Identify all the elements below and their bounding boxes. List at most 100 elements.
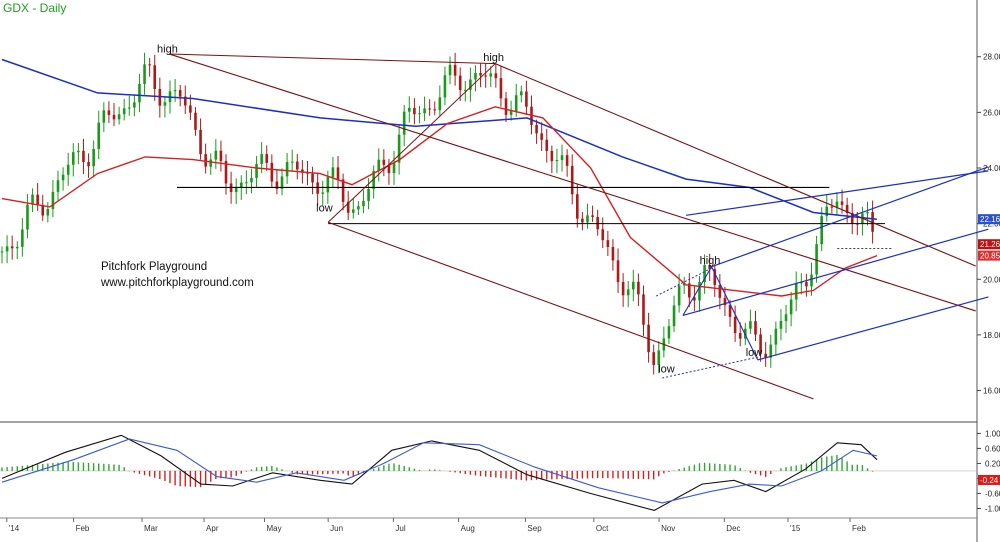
candle-body <box>153 65 157 90</box>
macd-signal-line <box>1 438 878 504</box>
candle-body <box>484 75 487 77</box>
candle-body <box>718 285 722 298</box>
time-tick-label: Jul <box>395 524 405 533</box>
candle-body <box>204 154 207 167</box>
candle-body <box>209 159 213 167</box>
candle-body <box>708 265 711 270</box>
candle-body <box>616 260 620 282</box>
pitchfork-2-handle <box>682 266 713 316</box>
candle-body <box>402 111 406 135</box>
candle-body <box>189 105 192 113</box>
fast-moving-average-line <box>1 106 878 297</box>
candle-body <box>489 73 493 77</box>
time-tick-label: Dec <box>726 524 740 533</box>
macd-tick-label: -0.60 <box>985 489 1000 498</box>
candle-body <box>428 108 431 110</box>
price-panel: high high low high low low <box>0 44 989 400</box>
price-badge-label: 20.85 <box>980 252 1000 261</box>
macd-tick-label: -1.00 <box>985 504 1000 513</box>
candle-body <box>321 192 325 194</box>
candle-body <box>392 162 396 174</box>
candle-body <box>21 229 24 247</box>
candle-body <box>794 283 798 300</box>
macd-line <box>1 434 878 511</box>
candle-body <box>698 282 701 301</box>
candle-body <box>479 72 482 76</box>
candle-body <box>163 102 167 106</box>
candle-body <box>805 282 808 287</box>
candle-body <box>494 73 498 79</box>
candle-body <box>331 167 335 178</box>
price-badge <box>978 239 1000 250</box>
candle-body <box>672 305 676 327</box>
candle-body <box>87 162 90 167</box>
candle-body <box>606 240 610 247</box>
candle-body <box>112 114 116 120</box>
candle-body <box>260 154 263 165</box>
candle-body <box>117 114 121 120</box>
candle-body <box>346 201 350 213</box>
macd-badge-label: -0.24 <box>980 476 999 485</box>
candle-body <box>77 150 80 153</box>
macd-panel <box>0 434 977 511</box>
time-tick-label: '15 <box>790 524 801 533</box>
candle-body <box>458 75 462 91</box>
candle-body <box>219 150 223 161</box>
candle-body <box>733 316 737 334</box>
candle-body <box>199 129 202 155</box>
price-badge <box>978 214 1000 225</box>
pivot-annotation: high <box>700 255 721 267</box>
pitchfork-2-dotted-upper <box>654 267 712 298</box>
candle-body <box>749 321 752 329</box>
candle-body <box>138 83 141 103</box>
candle-body <box>36 194 39 205</box>
candle-body <box>565 155 569 166</box>
candle-body <box>31 194 34 205</box>
candle-body <box>341 179 345 202</box>
candle-body <box>295 161 299 170</box>
pitchfork-1-upper <box>494 63 976 267</box>
candle-body <box>774 328 778 345</box>
candle-body <box>693 297 696 301</box>
candle-body <box>576 194 579 219</box>
axes: 16.0018.0020.0022.0024.0026.0028.001.000… <box>6 53 1000 533</box>
candle-body <box>560 155 564 161</box>
candle-body <box>316 182 319 194</box>
candle-body <box>275 181 279 189</box>
candle-body <box>214 150 218 160</box>
time-tick-label: May <box>267 524 282 533</box>
candle-body <box>499 78 503 99</box>
time-tick-label: Nov <box>661 524 675 533</box>
candle-body <box>5 246 9 252</box>
price-badge <box>978 250 1000 261</box>
candle-body <box>387 164 391 174</box>
candle-body <box>173 90 177 92</box>
candle-body <box>525 91 528 107</box>
price-tick-label: 28.00 <box>983 53 1000 62</box>
pivot-annotation: high <box>483 52 504 64</box>
candle-body <box>815 244 818 275</box>
pivot-annotation: high <box>157 44 178 56</box>
time-tick-label: Feb <box>852 524 866 533</box>
candle-body <box>469 79 472 90</box>
candle-body <box>61 174 65 181</box>
candle-body <box>148 64 151 66</box>
candle-body <box>591 215 594 217</box>
candle-body <box>367 189 370 201</box>
candle-body <box>535 124 538 134</box>
candle-body <box>474 72 477 80</box>
candle-body <box>810 274 813 287</box>
candle-body <box>92 148 95 167</box>
candle-body <box>621 281 625 296</box>
candle-body <box>677 285 681 306</box>
pitchfork-2-upper <box>711 166 989 268</box>
pivot-annotation: low <box>746 347 763 359</box>
candle-body <box>800 282 803 284</box>
pivot-annotation: low <box>658 364 675 376</box>
candle-body <box>769 344 773 358</box>
candle-body <box>657 350 661 365</box>
candle-body <box>555 160 559 162</box>
macd-tick-label: 0.60 <box>985 444 1000 453</box>
candle-body <box>830 206 834 208</box>
